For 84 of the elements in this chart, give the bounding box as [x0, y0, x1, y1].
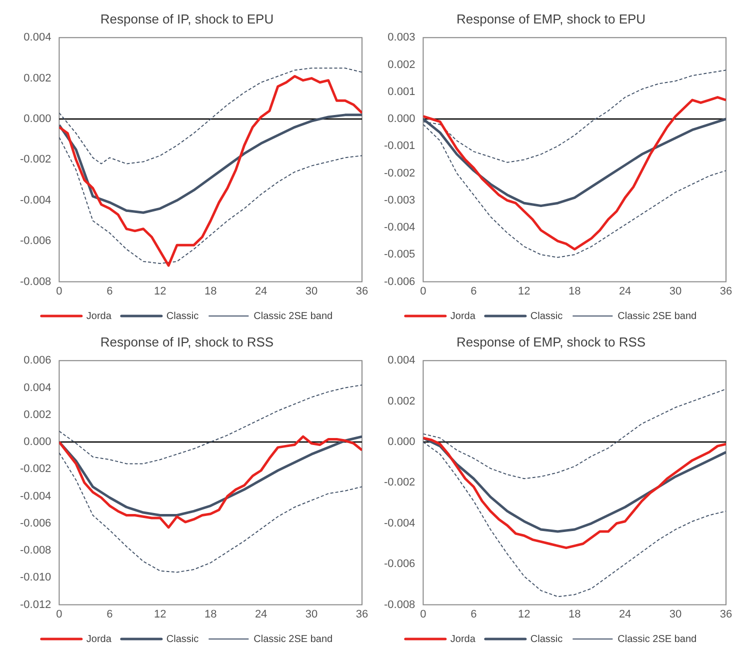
x-tick-label: 24 — [254, 608, 268, 620]
chart-title: Response of EMP, shock to RSS — [456, 334, 646, 350]
y-tick-label: 0.000 — [24, 113, 52, 126]
x-tick-label: 6 — [106, 608, 113, 620]
x-tick-label: 36 — [356, 285, 368, 298]
x-tick-label: 12 — [154, 285, 166, 298]
legend-label: Classic — [530, 634, 563, 645]
y-tick-label: 0.006 — [24, 354, 52, 367]
y-tick-label: -0.008 — [20, 276, 52, 288]
line-series — [423, 388, 726, 480]
legend-label: Classic — [530, 310, 563, 322]
x-tick-label: 0 — [420, 285, 426, 298]
y-tick-label: 0.003 — [388, 32, 416, 44]
y-tick-label: 0.004 — [24, 382, 52, 394]
legend-label: Classic 2SE band — [618, 634, 697, 645]
x-tick-label: 18 — [568, 285, 581, 298]
x-tick-label: 0 — [56, 285, 62, 298]
line-series — [423, 442, 726, 598]
y-tick-label: -0.006 — [20, 235, 52, 248]
x-tick-label: 0 — [420, 608, 426, 620]
line-series — [59, 136, 362, 264]
y-tick-label: -0.010 — [20, 572, 52, 584]
y-tick-label: -0.006 — [384, 558, 416, 570]
line-series — [59, 384, 362, 464]
y-tick-label: -0.004 — [384, 517, 416, 530]
chart-title: Response of IP, shock to RSS — [100, 334, 274, 350]
x-tick-label: 24 — [618, 285, 632, 298]
x-tick-label: 0 — [56, 608, 62, 620]
x-tick-label: 6 — [106, 285, 113, 298]
y-tick-label: -0.004 — [20, 490, 52, 502]
legend-label: Classic 2SE band — [618, 310, 697, 322]
y-tick-label: 0.000 — [24, 436, 52, 448]
legend-label: Jorda — [450, 310, 476, 322]
x-tick-label: 12 — [518, 285, 530, 298]
x-tick-label: 30 — [305, 608, 318, 620]
legend-label: Jorda — [86, 634, 112, 645]
legend-label: Jorda — [86, 310, 112, 322]
y-tick-label: -0.002 — [20, 463, 52, 476]
y-tick-label: -0.004 — [384, 222, 416, 234]
x-tick-label: 36 — [720, 285, 732, 298]
x-tick-label: 24 — [618, 608, 632, 620]
y-tick-label: 0.002 — [24, 408, 52, 421]
y-tick-label: -0.006 — [384, 276, 416, 288]
x-tick-label: 6 — [470, 608, 477, 620]
y-tick-label: 0.001 — [388, 86, 416, 98]
x-tick-label: 30 — [305, 285, 318, 298]
x-tick-label: 18 — [568, 608, 581, 620]
legend-label: Classic — [166, 310, 199, 322]
y-tick-label: -0.002 — [20, 154, 52, 166]
x-tick-label: 24 — [254, 285, 268, 298]
y-tick-label: 0.002 — [388, 395, 416, 408]
x-tick-label: 18 — [204, 285, 217, 298]
y-tick-label: -0.004 — [20, 194, 52, 206]
y-tick-label: 0.000 — [388, 436, 416, 448]
line-series — [59, 68, 362, 164]
y-tick-label: -0.005 — [384, 248, 416, 261]
y-tick-label: -0.008 — [384, 598, 416, 611]
x-tick-label: 30 — [669, 285, 682, 298]
x-tick-label: 36 — [720, 608, 732, 620]
x-tick-label: 36 — [356, 608, 368, 620]
y-tick-label: 0.004 — [24, 32, 52, 44]
x-tick-label: 30 — [669, 608, 682, 620]
x-tick-label: 18 — [204, 608, 217, 620]
y-tick-label: -0.003 — [384, 194, 416, 206]
y-tick-label: -0.002 — [384, 476, 416, 489]
y-tick-label: 0.000 — [388, 113, 416, 126]
y-tick-label: -0.002 — [384, 167, 416, 180]
line-series — [59, 452, 362, 573]
legend-label: Classic — [166, 634, 199, 645]
x-tick-label: 12 — [518, 608, 530, 620]
y-tick-label: -0.001 — [384, 140, 416, 152]
chart-title: Response of IP, shock to EPU — [100, 11, 274, 26]
y-tick-label: 0.004 — [388, 354, 416, 367]
legend-label: Jorda — [450, 634, 476, 645]
y-tick-label: 0.002 — [388, 58, 416, 71]
legend-label: Classic 2SE band — [254, 310, 333, 322]
x-tick-label: 6 — [470, 285, 477, 298]
x-tick-label: 12 — [154, 608, 166, 620]
y-tick-label: -0.008 — [20, 544, 52, 557]
legend-label: Classic 2SE band — [254, 634, 333, 645]
chart-title: Response of EMP, shock to EPU — [456, 11, 646, 26]
y-tick-label: 0.002 — [24, 72, 52, 84]
y-tick-label: -0.012 — [20, 598, 52, 611]
y-tick-label: -0.006 — [20, 517, 52, 530]
